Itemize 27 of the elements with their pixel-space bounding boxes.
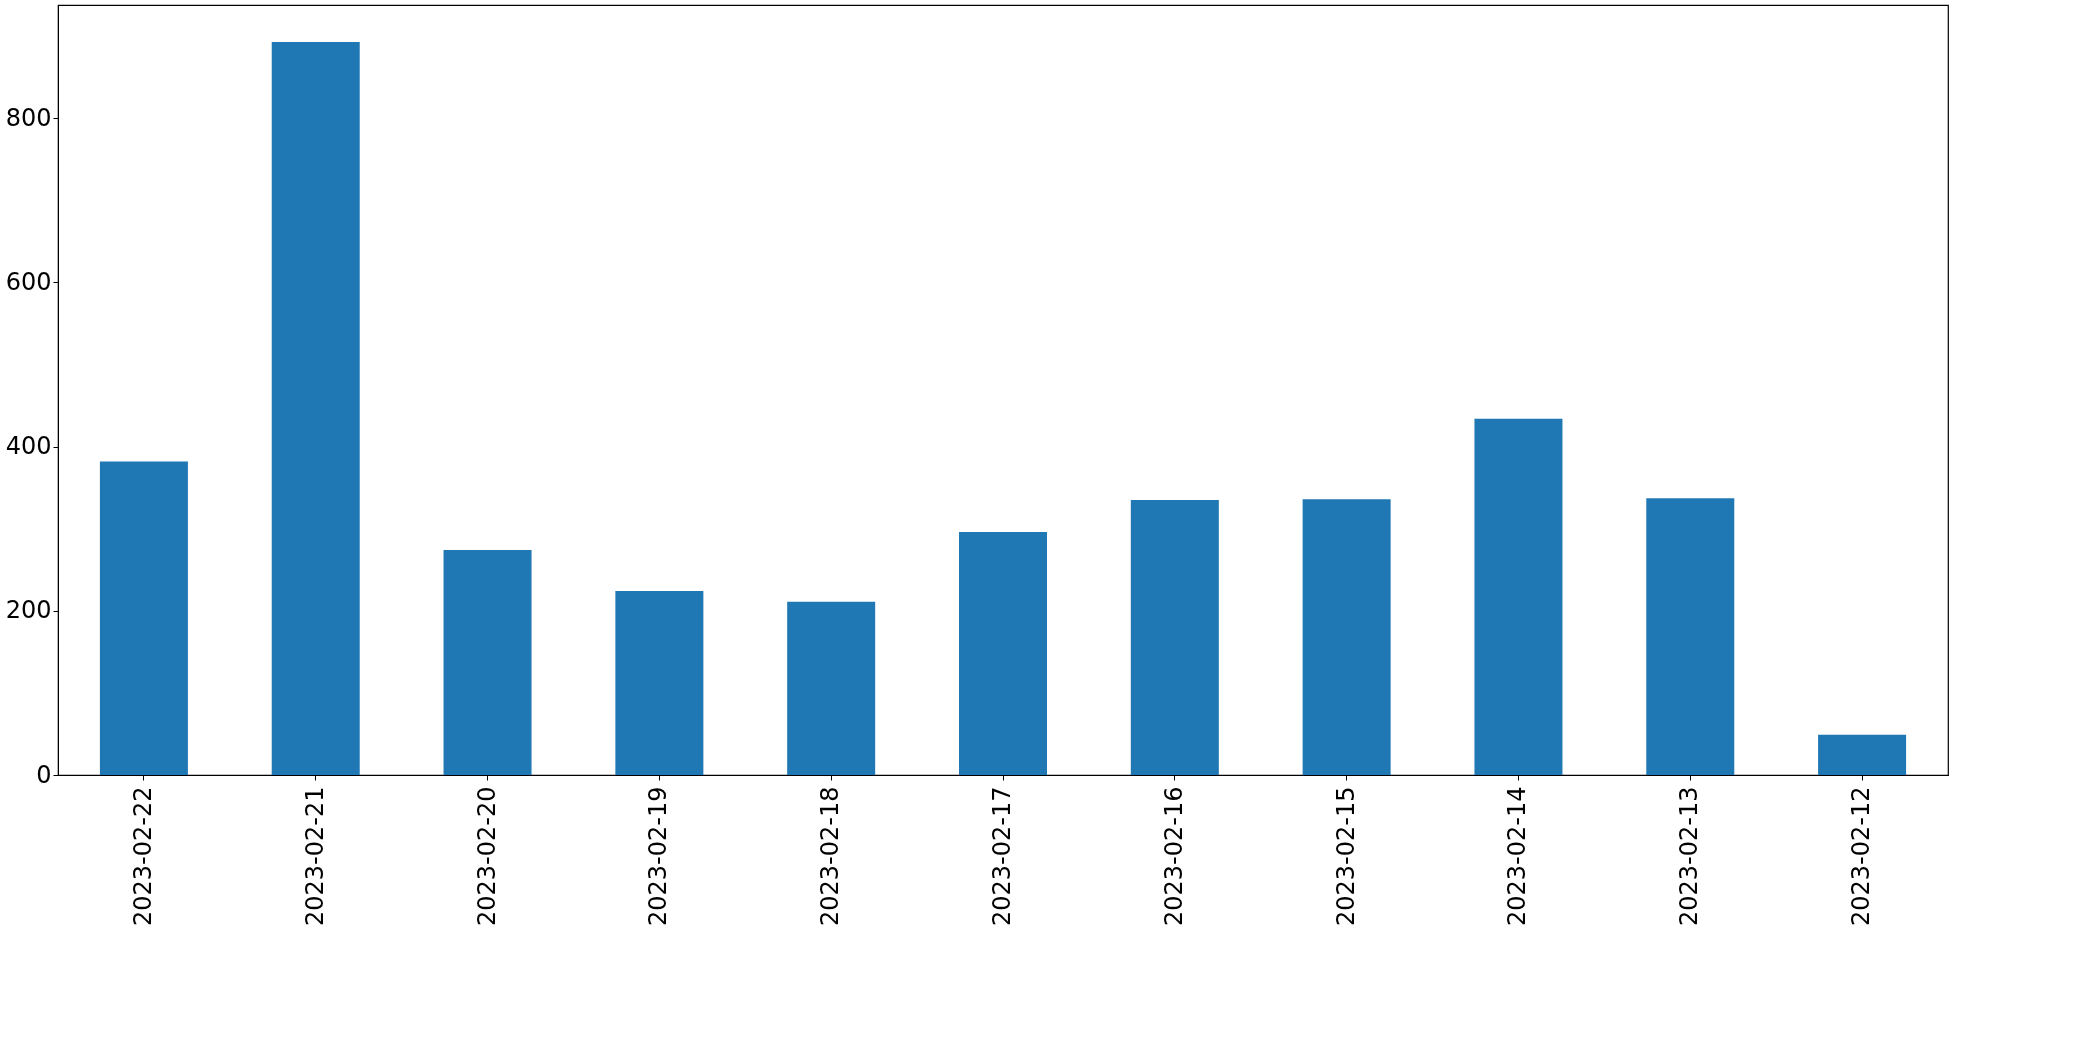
y-tick-label: 600 bbox=[5, 267, 52, 296]
y-tick-label: 800 bbox=[5, 103, 52, 132]
x-tick-label: 2023-02-19 bbox=[644, 786, 673, 926]
bar bbox=[443, 550, 532, 775]
bar bbox=[1646, 498, 1735, 775]
x-tick-label: 2023-02-18 bbox=[816, 786, 845, 926]
bar bbox=[1302, 499, 1391, 775]
x-tick-label: 2023-02-21 bbox=[300, 786, 329, 926]
bar bbox=[1474, 418, 1563, 775]
bar bbox=[615, 591, 704, 775]
x-tick-label: 2023-02-20 bbox=[472, 786, 501, 926]
x-tick-label: 2023-02-14 bbox=[1503, 786, 1532, 926]
y-tick-label: 200 bbox=[5, 596, 52, 625]
x-tick-label: 2023-02-16 bbox=[1159, 786, 1188, 926]
y-tick-label: 0 bbox=[36, 760, 52, 789]
x-tick-label: 2023-02-15 bbox=[1331, 786, 1360, 926]
bar bbox=[787, 601, 876, 775]
bar bbox=[271, 41, 360, 775]
x-tick-label: 2023-02-13 bbox=[1675, 786, 1704, 926]
y-tick-label: 400 bbox=[5, 432, 52, 461]
bar bbox=[1130, 500, 1219, 775]
bar bbox=[1818, 734, 1907, 775]
x-tick-label: 2023-02-12 bbox=[1847, 786, 1876, 926]
x-tick-label: 2023-02-22 bbox=[128, 786, 157, 926]
bar bbox=[959, 532, 1047, 775]
x-tick-label: 2023-02-17 bbox=[988, 786, 1016, 926]
bar bbox=[99, 461, 188, 775]
